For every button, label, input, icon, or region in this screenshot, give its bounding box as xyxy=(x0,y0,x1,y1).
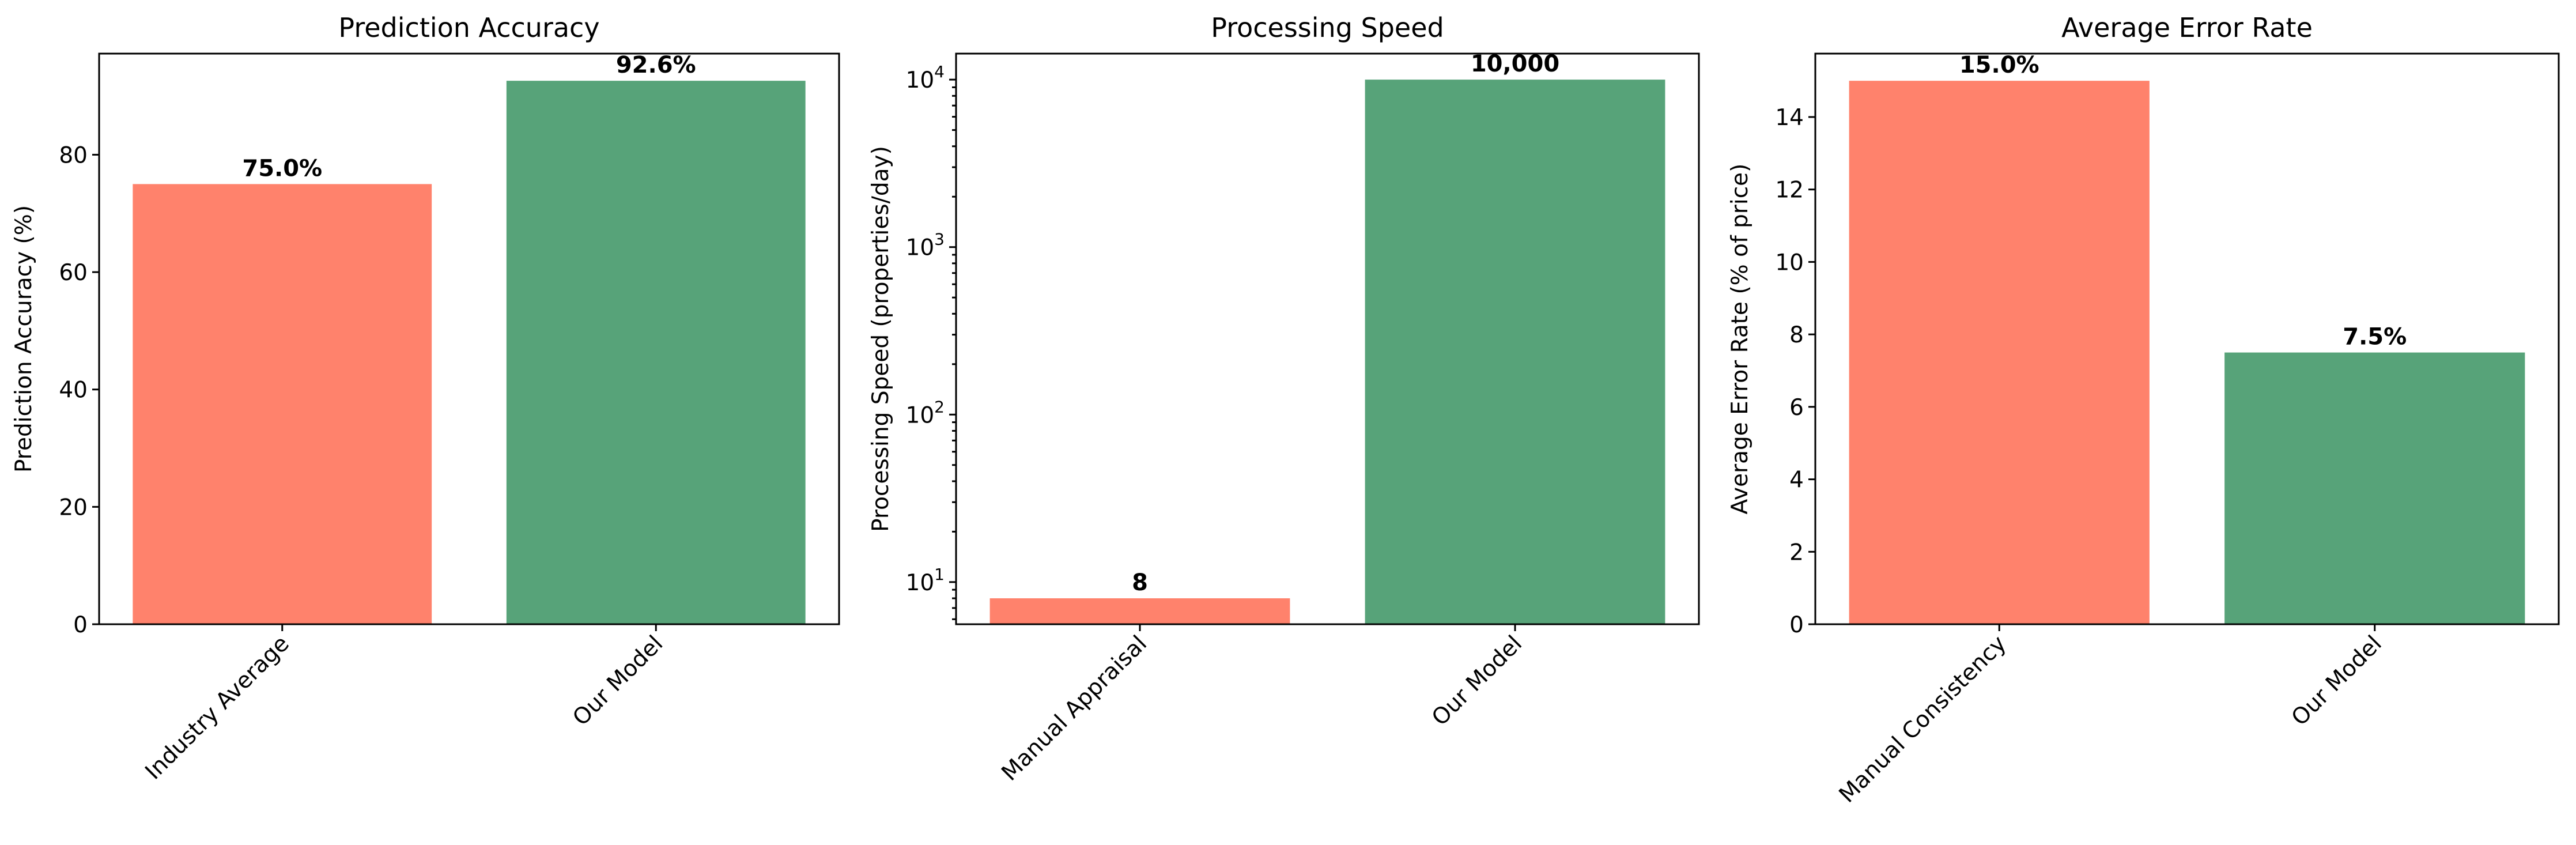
chart-title: Average Error Rate xyxy=(2061,12,2313,43)
bar-1 xyxy=(1849,81,2150,625)
axes-frame xyxy=(955,52,1700,625)
data-label: 15.0% xyxy=(1959,52,2039,78)
y-tick-label: 2 xyxy=(1789,540,1804,565)
bar-2 xyxy=(1365,80,1665,624)
y-tick-label: 14 xyxy=(1775,105,1804,131)
y-tick-label: 4 xyxy=(1789,467,1804,493)
y-tick-label: 103 xyxy=(906,230,945,261)
chart-title: Prediction Accuracy xyxy=(338,12,599,43)
y-tick-label: 60 xyxy=(59,260,88,286)
x-tick-label: Our Model xyxy=(2287,631,2387,731)
y-axis-label: Processing Speed (properties/day) xyxy=(868,146,894,532)
y-tick-label: 8 xyxy=(1789,322,1804,348)
y-tick-label: 101 xyxy=(906,565,945,596)
chart-panel-1: 75.0% 92.6% 0 20 40 60 80 Industry Average Our M… xyxy=(11,12,840,785)
x-tick-label: Our Model xyxy=(568,631,668,731)
axes-frame xyxy=(1814,52,2560,625)
y-tick-label: 80 xyxy=(59,142,88,168)
y-tick-label: 40 xyxy=(59,378,88,403)
data-label: 7.5% xyxy=(2343,324,2407,350)
y-tick-label: 104 xyxy=(906,62,945,93)
y-tick-label: 0 xyxy=(1789,612,1804,638)
bar-1 xyxy=(133,184,432,624)
bar-1 xyxy=(989,598,1290,624)
y-tick-label: 6 xyxy=(1789,395,1804,421)
bar-2 xyxy=(2224,352,2525,624)
chart-panel-2: 8 10,000 101 102 103 104 Manual Appraisal Our M… xyxy=(868,12,1700,786)
y-tick-label: 12 xyxy=(1775,178,1804,203)
bar-2 xyxy=(506,81,806,625)
chart-title: Processing Speed xyxy=(1211,12,1444,43)
y-tick-label: 20 xyxy=(59,495,88,520)
chart-panel-3: 15.0% 7.5% 0 2 4 6 8 10 12 14 Manual Consistency Ou… xyxy=(1727,12,2560,808)
y-tick-label: 10 xyxy=(1775,250,1804,276)
y-tick-label: 102 xyxy=(906,397,945,428)
y-axis-label: Average Error Rate (% of price) xyxy=(1727,164,1753,515)
data-label: 8 xyxy=(1132,569,1148,596)
y-axis-label: Prediction Accuracy (%) xyxy=(11,205,37,473)
axes-frame xyxy=(98,52,840,625)
x-tick-label: Manual Consistency xyxy=(1834,631,2012,808)
x-tick-label: Our Model xyxy=(1427,631,1527,731)
y-tick-label: 0 xyxy=(73,612,88,638)
data-label: 10,000 xyxy=(1471,51,1559,77)
data-label: 75.0% xyxy=(242,155,322,182)
data-label: 92.6% xyxy=(616,52,696,78)
x-tick-label: Manual Appraisal xyxy=(997,631,1153,786)
x-tick-label: Industry Average xyxy=(141,631,294,784)
